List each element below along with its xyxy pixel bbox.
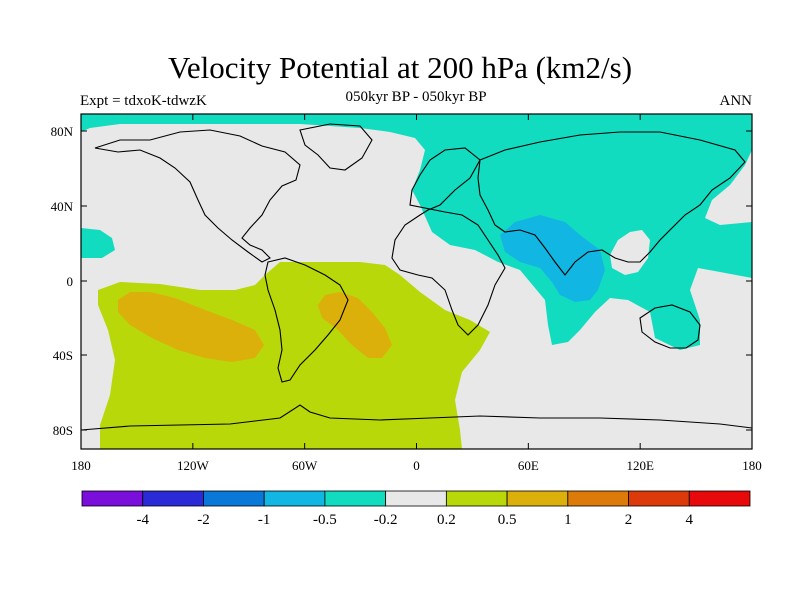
europe-africa-coast: [391, 147, 506, 336]
colorbar-swatch: [628, 490, 690, 507]
lat-tick-label: 80N: [51, 124, 74, 139]
colorbar-label: -1: [258, 512, 271, 528]
colorbar-label: -2: [197, 512, 210, 528]
north-america-coast: [94, 129, 301, 263]
greenland-coast: [299, 123, 373, 171]
lon-tick-label: 60W: [292, 458, 318, 473]
asia-coast: [477, 131, 746, 276]
positive-region-south-pacific: [118, 292, 264, 362]
south-america-coast: [264, 257, 349, 383]
lon-tick-label: 180: [742, 458, 762, 473]
colorbar-swatch: [506, 490, 569, 507]
colorbar-label: 0.2: [437, 512, 456, 528]
lon-tick-label: 180: [71, 458, 91, 473]
lat-tick-label: 0: [67, 274, 74, 289]
colorbar-label: 2: [625, 512, 633, 528]
colorbar-swatch: [263, 490, 326, 507]
colorbar-swatch: [324, 490, 387, 507]
colorbar-label: 0.5: [498, 512, 517, 528]
colorbar-swatch: [688, 490, 751, 507]
colorbar-label: -0.2: [374, 512, 398, 528]
map-title: Velocity Potential at 200 hPa (km2/s): [167, 50, 633, 85]
negative-region-west-pacific: [81, 228, 115, 258]
antarctica-coast: [81, 404, 752, 431]
coastlines: [81, 123, 752, 431]
colorbar-swatch: [567, 490, 629, 507]
experiment-label: Expt = tdxoK-tdwzK: [80, 93, 207, 109]
lon-tick-label: 60E: [518, 458, 539, 473]
positive-region-south-america: [318, 292, 392, 358]
colorbar-label: 1: [564, 512, 572, 528]
colorbar-label: 4: [686, 512, 694, 528]
lon-tick-label: 120W: [177, 458, 210, 473]
lat-tick-label: 40N: [51, 199, 74, 214]
colorbar-label: -0.5: [313, 512, 337, 528]
contour-fill-regions: [81, 114, 752, 449]
map-subtitle: 050kyr BP - 050kyr BP: [345, 89, 487, 105]
season-label: ANN: [719, 93, 753, 109]
latitude-axis: 80N 40N 0 40S 80S: [51, 124, 752, 438]
lat-tick-label: 40S: [53, 348, 73, 363]
lon-tick-label: 120E: [626, 458, 654, 473]
colorbar-label: -4: [136, 512, 149, 528]
colorbar-swatch: [81, 490, 144, 507]
lon-tick-label: 0: [413, 458, 420, 473]
colorbar: -4 -2 -1 -0.5 -0.2 0.2 0.5 1 2 4: [81, 490, 751, 528]
colorbar-swatch: [142, 490, 204, 507]
colorbar-swatch: [445, 490, 508, 507]
lat-tick-label: 80S: [53, 423, 73, 438]
longitude-axis: 180 120W 60W 0 60E 120E 180: [71, 114, 762, 473]
colorbar-swatch: [385, 490, 447, 507]
australia-coast: [639, 304, 701, 349]
colorbar-swatch: [203, 490, 265, 507]
